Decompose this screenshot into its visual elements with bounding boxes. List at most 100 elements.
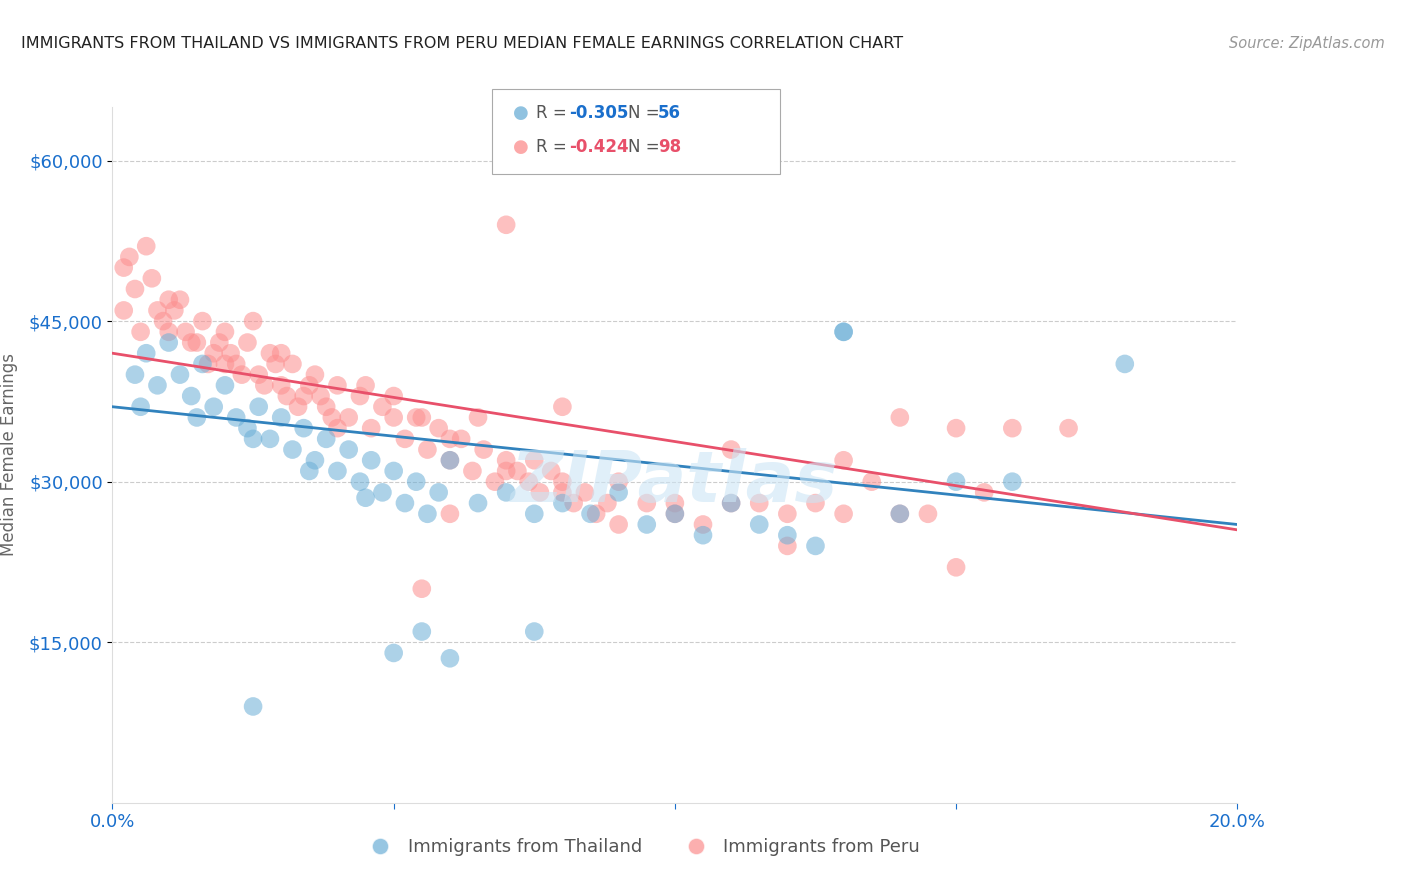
Point [270, 378, 292, 392]
Point [354, 378, 377, 392]
Point [270, 346, 292, 360]
Point [354, 491, 377, 505]
Point [382, 410, 405, 425]
Point [517, 475, 540, 489]
Point [186, 335, 208, 350]
Point [439, 453, 461, 467]
Point [450, 432, 472, 446]
Point [247, 400, 270, 414]
Point [439, 651, 461, 665]
Text: 56: 56 [658, 104, 681, 122]
Point [191, 357, 214, 371]
Point [664, 496, 686, 510]
Point [523, 624, 546, 639]
Point [135, 239, 157, 253]
Point [776, 528, 799, 542]
Point [152, 314, 174, 328]
Point [315, 432, 337, 446]
Point [242, 314, 264, 328]
Point [326, 464, 349, 478]
Point [169, 368, 191, 382]
Point [832, 507, 855, 521]
Point [607, 475, 630, 489]
Point [276, 389, 298, 403]
Point [506, 464, 529, 478]
Point [607, 517, 630, 532]
Point [664, 507, 686, 521]
Point [467, 496, 489, 510]
Point [579, 507, 602, 521]
Point [337, 410, 360, 425]
Text: 98: 98 [658, 138, 681, 156]
Point [832, 453, 855, 467]
Point [405, 475, 427, 489]
Point [247, 368, 270, 382]
Point [264, 357, 287, 371]
Point [607, 485, 630, 500]
Point [596, 496, 619, 510]
Point [360, 421, 382, 435]
Point [945, 560, 967, 574]
Point [214, 357, 236, 371]
Point [692, 517, 714, 532]
Point [298, 464, 321, 478]
Point [349, 475, 371, 489]
Text: N =: N = [628, 104, 665, 122]
Point [146, 378, 169, 392]
Point [973, 485, 995, 500]
Point [304, 453, 326, 467]
Point [382, 464, 405, 478]
Point [411, 624, 433, 639]
Point [585, 507, 607, 521]
Point [461, 464, 484, 478]
Point [1001, 421, 1024, 435]
Text: IMMIGRANTS FROM THAILAND VS IMMIGRANTS FROM PERU MEDIAN FEMALE EARNINGS CORRELAT: IMMIGRANTS FROM THAILAND VS IMMIGRANTS F… [21, 36, 903, 51]
Point [157, 325, 180, 339]
Point [135, 346, 157, 360]
Point [416, 442, 439, 457]
Point [202, 346, 225, 360]
Point [214, 325, 236, 339]
Point [551, 496, 574, 510]
Point [236, 335, 259, 350]
Point [225, 357, 247, 371]
Point [219, 346, 242, 360]
Point [427, 421, 450, 435]
Point [157, 335, 180, 350]
Point [180, 389, 202, 403]
Point [574, 485, 596, 500]
Point [411, 582, 433, 596]
Point [945, 421, 967, 435]
Point [326, 378, 349, 392]
Point [360, 453, 382, 467]
Point [292, 421, 315, 435]
Point [118, 250, 141, 264]
Point [1057, 421, 1080, 435]
Point [439, 453, 461, 467]
Point [551, 475, 574, 489]
Point [889, 507, 911, 521]
Point [748, 517, 770, 532]
Point [225, 410, 247, 425]
Point [394, 496, 416, 510]
Point [146, 303, 169, 318]
Point [945, 475, 967, 489]
Point [551, 485, 574, 500]
Point [1001, 475, 1024, 489]
Point [636, 517, 658, 532]
Point [411, 410, 433, 425]
Point [214, 378, 236, 392]
Text: -0.305: -0.305 [569, 104, 628, 122]
Point [832, 325, 855, 339]
Point [529, 485, 551, 500]
Point [776, 539, 799, 553]
Point [129, 325, 152, 339]
Point [270, 410, 292, 425]
Point [292, 389, 315, 403]
Point [349, 389, 371, 403]
Point [281, 442, 304, 457]
Point [169, 293, 191, 307]
Point [416, 507, 439, 521]
Point [242, 432, 264, 446]
Point [208, 335, 231, 350]
